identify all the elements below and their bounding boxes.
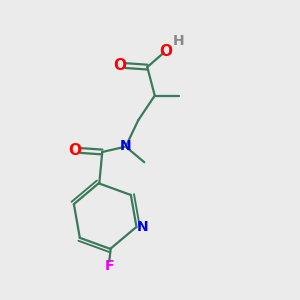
Text: O: O — [68, 143, 81, 158]
Text: O: O — [113, 58, 126, 73]
Text: N: N — [120, 139, 131, 153]
Text: H: H — [172, 34, 184, 48]
Text: F: F — [104, 260, 114, 274]
Text: N: N — [137, 220, 148, 234]
Text: O: O — [159, 44, 172, 59]
